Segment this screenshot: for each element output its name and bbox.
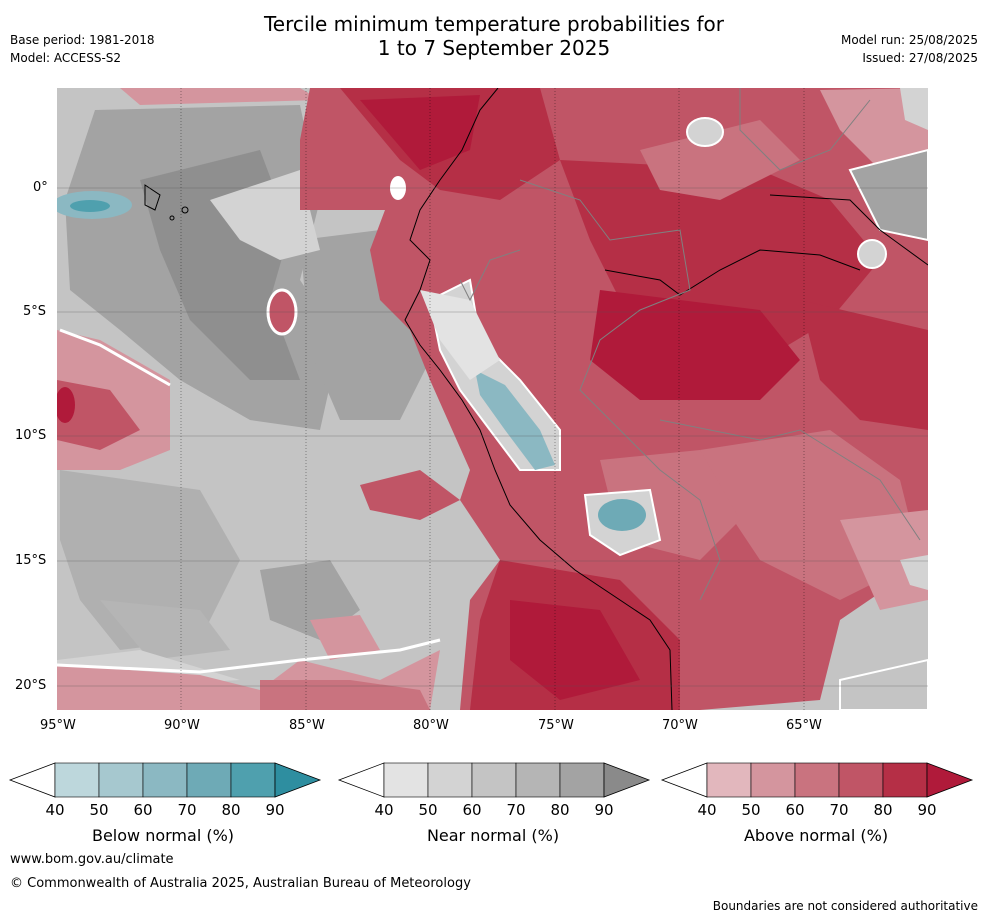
colorbar-arrow-high — [926, 762, 974, 798]
colorbar-label-above: Above normal (%) — [743, 826, 889, 845]
colorbar-segment — [383, 762, 429, 798]
colorbar-segment — [750, 762, 796, 798]
colorbar-below-normal — [8, 762, 322, 798]
colorbar-segment — [515, 762, 561, 798]
map-title: Tercile minimum temperature probabilitie… — [0, 12, 988, 60]
colorbar-above-normal — [660, 762, 974, 798]
lat-tick: 10°S — [15, 428, 47, 443]
colorbar-tick: 60 — [785, 801, 805, 819]
colorbar-tick: 50 — [418, 801, 438, 819]
model-name: Model: ACCESS-S2 — [10, 51, 122, 65]
colorbar-tick: 70 — [177, 801, 197, 819]
lon-tick: 95°W — [40, 718, 76, 733]
colorbars — [8, 762, 974, 798]
colorbar-segment — [142, 762, 188, 798]
colorbar-tick: 40 — [374, 801, 394, 819]
colorbar-segment — [794, 762, 840, 798]
lon-tick: 70°W — [662, 718, 698, 733]
colorbar-arrow-low — [660, 762, 708, 798]
colorbar-tick: 40 — [45, 801, 65, 819]
colorbar-arrow-low — [8, 762, 56, 798]
lat-tick: 0° — [33, 180, 48, 195]
colorbar-tick: 50 — [741, 801, 761, 819]
base-period: Base period: 1981-2018 — [10, 33, 155, 47]
lat-tick: 15°S — [15, 553, 47, 568]
colorbar-tick: 70 — [829, 801, 849, 819]
lat-tick: 20°S — [15, 678, 47, 693]
colorbar-arrow-high — [274, 762, 322, 798]
colorbar-tick: 70 — [506, 801, 526, 819]
colorbar-segment — [98, 762, 144, 798]
colorbar-tick: 80 — [873, 801, 893, 819]
colorbar-tick: 60 — [133, 801, 153, 819]
footer-disclaimer: Boundaries are not considered authoritat… — [712, 899, 978, 913]
lon-tick: 85°W — [289, 718, 325, 733]
colorbar-segment — [471, 762, 517, 798]
colorbar-tick: 80 — [550, 801, 570, 819]
title-line-2: 1 to 7 September 2025 — [377, 36, 611, 60]
lat-tick: 5°S — [23, 304, 47, 319]
colorbar-label-below: Below normal (%) — [91, 826, 235, 845]
colorbar-segment — [559, 762, 605, 798]
issued-date: Issued: 27/08/2025 — [862, 51, 978, 65]
colorbar-segment — [838, 762, 884, 798]
lon-tick: 90°W — [164, 718, 200, 733]
colorbar-segment — [427, 762, 473, 798]
model-run: Model run: 25/08/2025 — [840, 33, 978, 47]
colorbar-tick: 60 — [462, 801, 482, 819]
colorbar-segment — [882, 762, 928, 798]
lon-tick: 75°W — [538, 718, 574, 733]
footer-url: www.bom.gov.au/climate — [10, 852, 174, 867]
colorbar-segment — [54, 762, 100, 798]
colorbar-tick: 80 — [221, 801, 241, 819]
colorbar-segment — [230, 762, 276, 798]
title-line-1: Tercile minimum temperature probabilitie… — [263, 12, 725, 36]
colorbar-tick: 40 — [697, 801, 717, 819]
colorbar-tick: 50 — [89, 801, 109, 819]
colorbar-tick: 90 — [265, 801, 285, 819]
colorbar-arrow-low — [337, 762, 385, 798]
footer-copyright: © Commonwealth of Australia 2025, Austra… — [10, 876, 471, 891]
colorbar-tick: 90 — [917, 801, 937, 819]
colorbar-arrow-high — [603, 762, 651, 798]
colorbar-tick: 90 — [594, 801, 614, 819]
colorbar-segment — [186, 762, 232, 798]
lon-tick: 80°W — [413, 718, 449, 733]
colorbar-segment — [706, 762, 752, 798]
colorbar-label-near: Near normal (%) — [426, 826, 560, 845]
colorbar-near-normal — [337, 762, 651, 798]
lon-tick: 65°W — [786, 718, 822, 733]
